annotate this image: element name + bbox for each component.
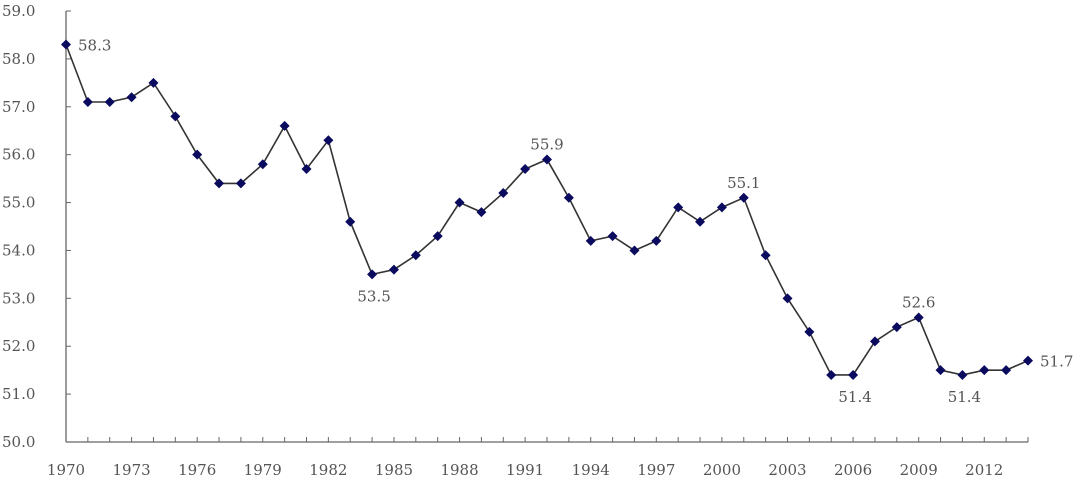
x-tick-label: 2009: [900, 461, 938, 479]
x-tick-label: 2006: [834, 461, 872, 479]
data-label: 52.6: [902, 293, 935, 311]
data-point-2012: [979, 365, 990, 376]
data-point-1991: [520, 164, 531, 175]
data-point-1999: [695, 216, 706, 227]
data-point-1984: [367, 269, 378, 280]
data-point-2007: [869, 336, 880, 347]
series-markers: [61, 39, 1033, 380]
series-line: [65, 44, 1029, 376]
data-point-2002: [760, 250, 771, 261]
axes: [65, 11, 1028, 443]
data-point-1970: [61, 39, 71, 50]
x-tick-label: 1988: [440, 461, 478, 479]
data-point-1989: [476, 207, 487, 218]
data-point-2001: [738, 192, 749, 203]
data-point-1986: [410, 250, 421, 261]
data-point-1978: [235, 178, 246, 189]
data-point-1976: [192, 149, 203, 160]
data-point-1985: [388, 264, 399, 275]
x-axis-ticks: 1970 1973 1976 1979 1982 1985 1988 1991 1994 1997…: [47, 437, 1029, 479]
y-tick-label: 50.0: [2, 433, 35, 451]
data-point-2010: [935, 365, 946, 376]
x-tick-label: 1991: [506, 461, 544, 479]
data-label: 51.4: [838, 388, 871, 406]
data-point-1980: [279, 120, 290, 131]
x-tick-label: 1982: [309, 461, 347, 479]
y-tick-label: 57.0: [2, 98, 35, 116]
data-point-1990: [498, 187, 509, 198]
x-tick-label: 2003: [768, 461, 806, 479]
data-point-1987: [432, 231, 443, 242]
data-point-1972: [104, 96, 115, 107]
data-point-1974: [148, 77, 159, 88]
series-line-path: [65, 44, 1029, 376]
data-point-1994: [585, 235, 596, 246]
x-tick-label: 1970: [47, 461, 85, 479]
y-axis-ticks: 50.0 51.0 52.0 53.0 54.0 55.0 56.0 57.0 58.0 59.0: [2, 2, 71, 451]
data-label: 53.5: [357, 287, 390, 305]
data-point-2013: [1001, 365, 1012, 376]
x-tick-label: 2012: [965, 461, 1003, 479]
data-point-1993: [563, 192, 574, 203]
data-point-1979: [257, 159, 268, 170]
data-point-1998: [673, 202, 684, 213]
data-point-1988: [454, 197, 465, 208]
annotations: 58.3 53.5 55.9 55.1 51.4 52.6 51.4 51.7: [78, 37, 1073, 406]
x-tick-label: 2000: [703, 461, 741, 479]
x-tick-label: 1985: [375, 461, 413, 479]
data-point-1995: [607, 231, 618, 242]
data-point-1997: [651, 235, 662, 246]
x-tick-label: 1976: [178, 461, 216, 479]
data-point-2006: [848, 369, 859, 380]
data-point-2014: [1023, 355, 1033, 366]
data-point-1996: [629, 245, 640, 256]
x-tick-label: 1973: [112, 461, 150, 479]
x-tick-label: 1994: [572, 461, 610, 479]
y-tick-label: 59.0: [2, 2, 35, 20]
data-point-1992: [542, 154, 552, 165]
data-point-1982: [323, 135, 334, 146]
data-point-2008: [891, 322, 902, 333]
y-tick-label: 53.0: [2, 289, 35, 307]
x-tick-label: 1997: [637, 461, 675, 479]
data-point-1975: [170, 111, 181, 122]
data-point-1971: [82, 96, 93, 107]
data-point-1973: [126, 92, 137, 103]
data-point-1981: [301, 164, 312, 175]
data-label: 55.9: [530, 135, 563, 153]
data-point-1977: [214, 178, 225, 189]
y-tick-label: 52.0: [2, 337, 35, 355]
data-label: 51.7: [1040, 353, 1073, 371]
data-label: 58.3: [78, 37, 111, 55]
y-tick-label: 51.0: [2, 385, 35, 403]
data-point-2000: [716, 202, 727, 213]
data-point-2009: [913, 312, 924, 323]
data-point-2005: [826, 369, 837, 380]
y-tick-label: 58.0: [2, 50, 35, 68]
y-tick-label: 55.0: [2, 194, 35, 212]
x-tick-label: 1979: [244, 461, 282, 479]
data-point-1983: [345, 216, 356, 227]
data-label: 55.1: [727, 174, 760, 192]
y-tick-label: 54.0: [2, 241, 35, 259]
data-point-2011: [957, 369, 968, 380]
data-point-2003: [782, 293, 793, 304]
data-label: 51.4: [948, 388, 981, 406]
data-point-2004: [804, 326, 815, 337]
y-tick-label: 56.0: [2, 146, 35, 164]
